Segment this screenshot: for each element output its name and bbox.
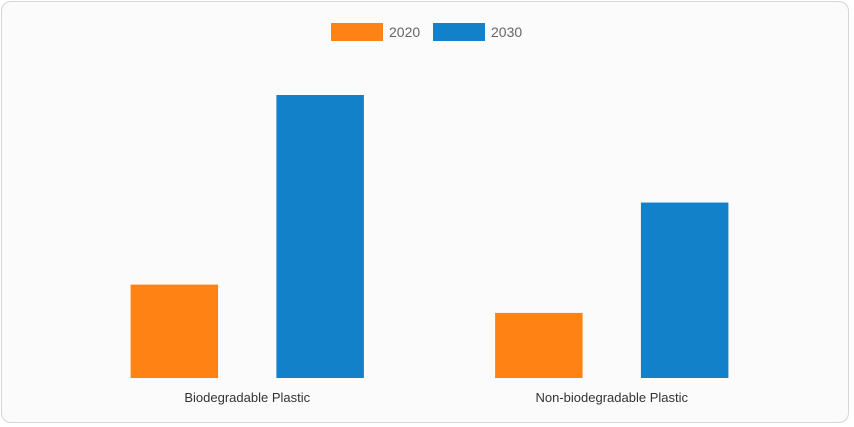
bar-2030-0 bbox=[276, 95, 364, 378]
bar-2020-1 bbox=[495, 312, 583, 378]
x-axis-ticks: Biodegradable Plastic Non-biodegradable P… bbox=[184, 390, 688, 405]
bar-2020-0 bbox=[130, 284, 219, 378]
x-tick-label: Non-biodegradable Plastic bbox=[536, 390, 689, 405]
chart-legend: 2020 2030 bbox=[331, 23, 522, 41]
x-tick-label: Biodegradable Plastic bbox=[184, 390, 310, 405]
legend-label-2030: 2030 bbox=[491, 24, 522, 40]
bar-2030-1 bbox=[640, 202, 729, 378]
legend-swatch-2020 bbox=[331, 23, 383, 41]
legend-swatch-2030 bbox=[433, 23, 485, 41]
bars-group bbox=[130, 95, 729, 378]
legend-label-2020: 2020 bbox=[389, 24, 420, 40]
